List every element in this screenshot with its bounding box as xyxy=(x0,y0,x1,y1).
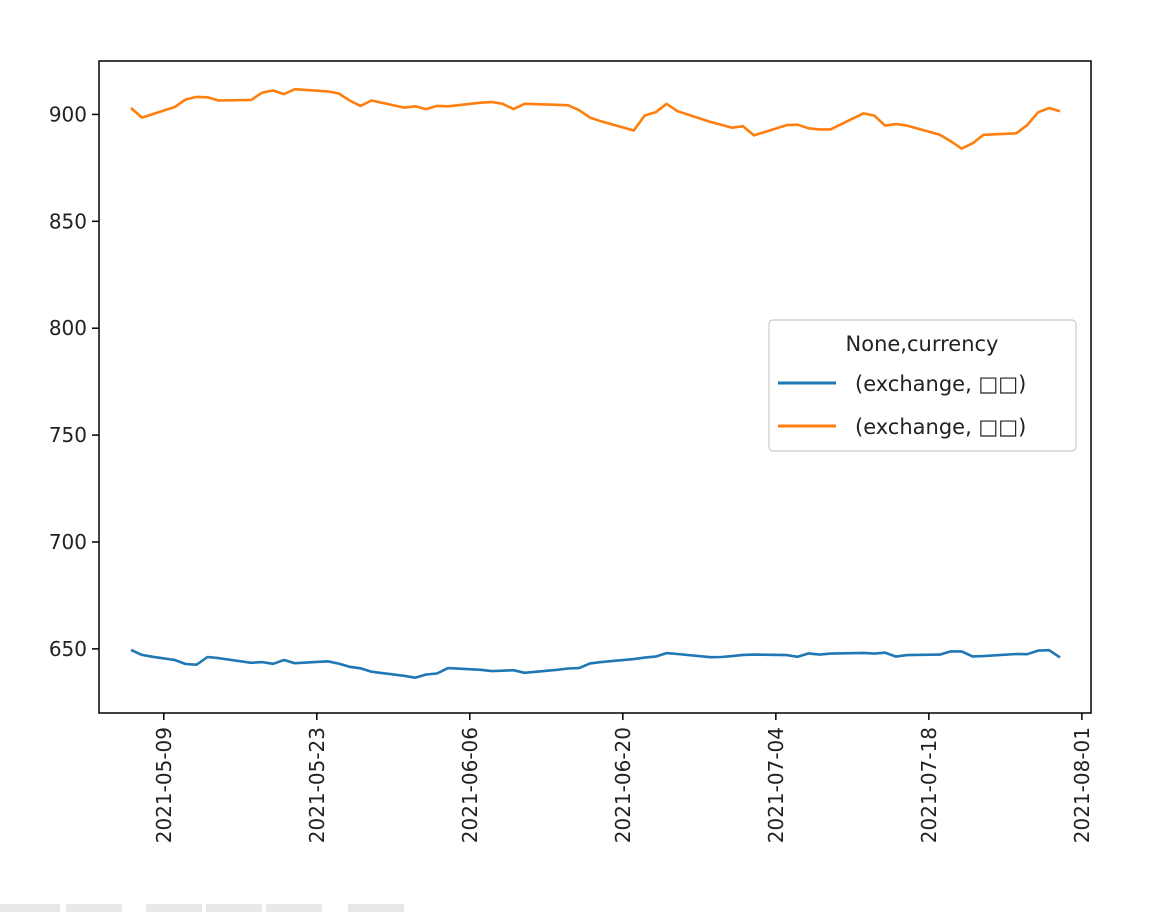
legend: None,currency (exchange, □□) (exchange, … xyxy=(768,319,1077,452)
series-line-2 xyxy=(130,87,1061,150)
y-tick-label: 900 xyxy=(49,102,87,126)
bottom-strip-4 xyxy=(206,904,262,912)
series-line-1 xyxy=(130,648,1061,679)
legend-label-series-2: (exchange, □□) xyxy=(855,415,1026,439)
x-tick-label: 2021-08-01 xyxy=(1070,727,1094,843)
y-tick-label: 850 xyxy=(49,209,87,233)
x-tick-label: 2021-07-18 xyxy=(917,727,941,843)
y-axis: 650 700 750 800 850 900 xyxy=(49,102,99,661)
bottom-strip-2 xyxy=(66,904,122,912)
x-tick-label: 2021-06-06 xyxy=(458,727,482,843)
legend-title: None,currency xyxy=(846,332,999,356)
bottom-strip-3 xyxy=(146,904,202,912)
bottom-strip-6 xyxy=(348,904,404,912)
bottom-strip-1 xyxy=(0,904,60,912)
bottom-strip-5 xyxy=(266,904,322,912)
y-tick-label: 800 xyxy=(49,316,87,340)
x-tick-label: 2021-06-20 xyxy=(611,727,635,843)
y-tick-label: 700 xyxy=(49,530,87,554)
x-axis: 2021-05-09 2021-05-23 2021-06-06 2021-06-20… xyxy=(152,713,1094,843)
y-tick-label: 650 xyxy=(49,637,87,661)
x-tick-label: 2021-07-04 xyxy=(764,727,788,843)
x-tick-label: 2021-05-23 xyxy=(305,727,329,843)
legend-label-series-1: (exchange, □□) xyxy=(855,372,1026,396)
y-tick-label: 750 xyxy=(49,423,87,447)
x-tick-label: 2021-05-09 xyxy=(152,727,176,843)
series-layer xyxy=(130,87,1061,679)
plot-frame xyxy=(98,60,1092,714)
legend-box xyxy=(768,319,1077,452)
